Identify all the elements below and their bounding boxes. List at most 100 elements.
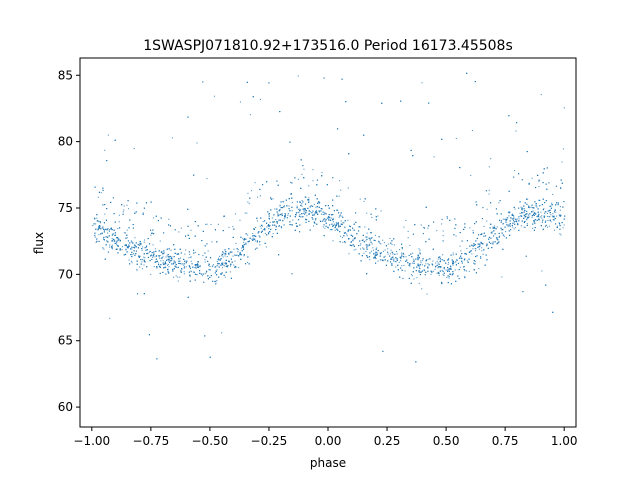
data-point [224, 249, 226, 251]
data-point [469, 245, 471, 247]
data-point [104, 149, 106, 151]
data-point [138, 255, 140, 257]
data-point [111, 238, 113, 240]
data-point [499, 200, 501, 202]
data-point [185, 249, 187, 251]
data-point [446, 218, 448, 220]
data-point [135, 211, 137, 213]
data-point [151, 232, 153, 234]
data-point [316, 223, 318, 225]
data-point [211, 266, 213, 268]
data-point [542, 182, 544, 184]
data-point [111, 244, 113, 246]
data-point [541, 270, 543, 272]
data-point [296, 225, 298, 227]
data-point [549, 209, 551, 211]
data-point [151, 252, 153, 254]
data-point [235, 266, 237, 268]
data-point [281, 213, 283, 215]
data-point [438, 256, 440, 258]
data-point [402, 277, 404, 279]
data-point [181, 268, 183, 270]
data-point [545, 183, 547, 185]
data-point [381, 102, 383, 104]
data-point [391, 264, 393, 266]
data-point [177, 266, 179, 268]
data-point [459, 257, 461, 259]
data-point [131, 256, 133, 258]
data-point [341, 237, 343, 239]
data-point [548, 210, 550, 212]
data-point [534, 227, 536, 229]
data-point [289, 215, 291, 217]
data-point [563, 218, 565, 220]
data-point [473, 262, 475, 264]
data-point [548, 182, 550, 184]
data-point [373, 252, 375, 254]
data-point [94, 217, 96, 219]
data-point [393, 258, 395, 260]
data-point [284, 216, 286, 218]
data-point [376, 252, 378, 254]
data-point [94, 186, 96, 188]
data-point [194, 235, 196, 237]
data-point [296, 225, 298, 227]
data-point [241, 250, 243, 252]
data-point [340, 223, 342, 225]
data-point [353, 245, 355, 247]
data-point [117, 239, 119, 241]
data-point [99, 221, 101, 223]
data-point [272, 233, 274, 235]
data-point [407, 262, 409, 264]
data-point [371, 243, 373, 245]
data-point [153, 217, 155, 219]
data-point [212, 264, 214, 266]
data-point [339, 241, 341, 243]
data-point [549, 219, 551, 221]
data-point [132, 224, 134, 226]
data-point [237, 251, 239, 253]
data-point [174, 262, 176, 264]
data-point [489, 227, 491, 229]
data-point [131, 241, 133, 243]
data-point [490, 202, 492, 204]
data-point [459, 232, 461, 234]
data-point [100, 192, 102, 194]
data-point [291, 202, 293, 204]
data-point [337, 128, 339, 130]
data-point [205, 256, 207, 258]
data-point [232, 236, 234, 238]
data-point [328, 214, 330, 216]
data-point [546, 167, 548, 169]
data-point [134, 247, 136, 249]
data-point [140, 259, 142, 261]
data-point [98, 191, 100, 193]
data-point [496, 237, 498, 239]
data-point [464, 253, 466, 255]
data-point [149, 250, 151, 252]
data-point [180, 257, 182, 259]
data-point [363, 252, 365, 254]
data-point [323, 77, 325, 79]
data-point [258, 231, 260, 233]
data-point [526, 213, 528, 215]
data-point [290, 181, 292, 183]
data-point [534, 222, 536, 224]
data-point [368, 256, 370, 258]
data-point [278, 225, 280, 227]
data-point [410, 274, 412, 276]
data-point [297, 178, 299, 180]
data-point [144, 257, 146, 259]
x-tick-label: −1.00 [73, 434, 110, 448]
data-point [166, 259, 168, 261]
data-point [255, 235, 257, 237]
data-point [426, 293, 428, 295]
data-point [253, 228, 255, 230]
data-point [509, 225, 511, 227]
data-point [411, 262, 413, 264]
data-point [315, 206, 317, 208]
data-point [363, 241, 365, 243]
data-point [418, 266, 420, 268]
data-point [502, 223, 504, 225]
data-point [111, 245, 113, 247]
